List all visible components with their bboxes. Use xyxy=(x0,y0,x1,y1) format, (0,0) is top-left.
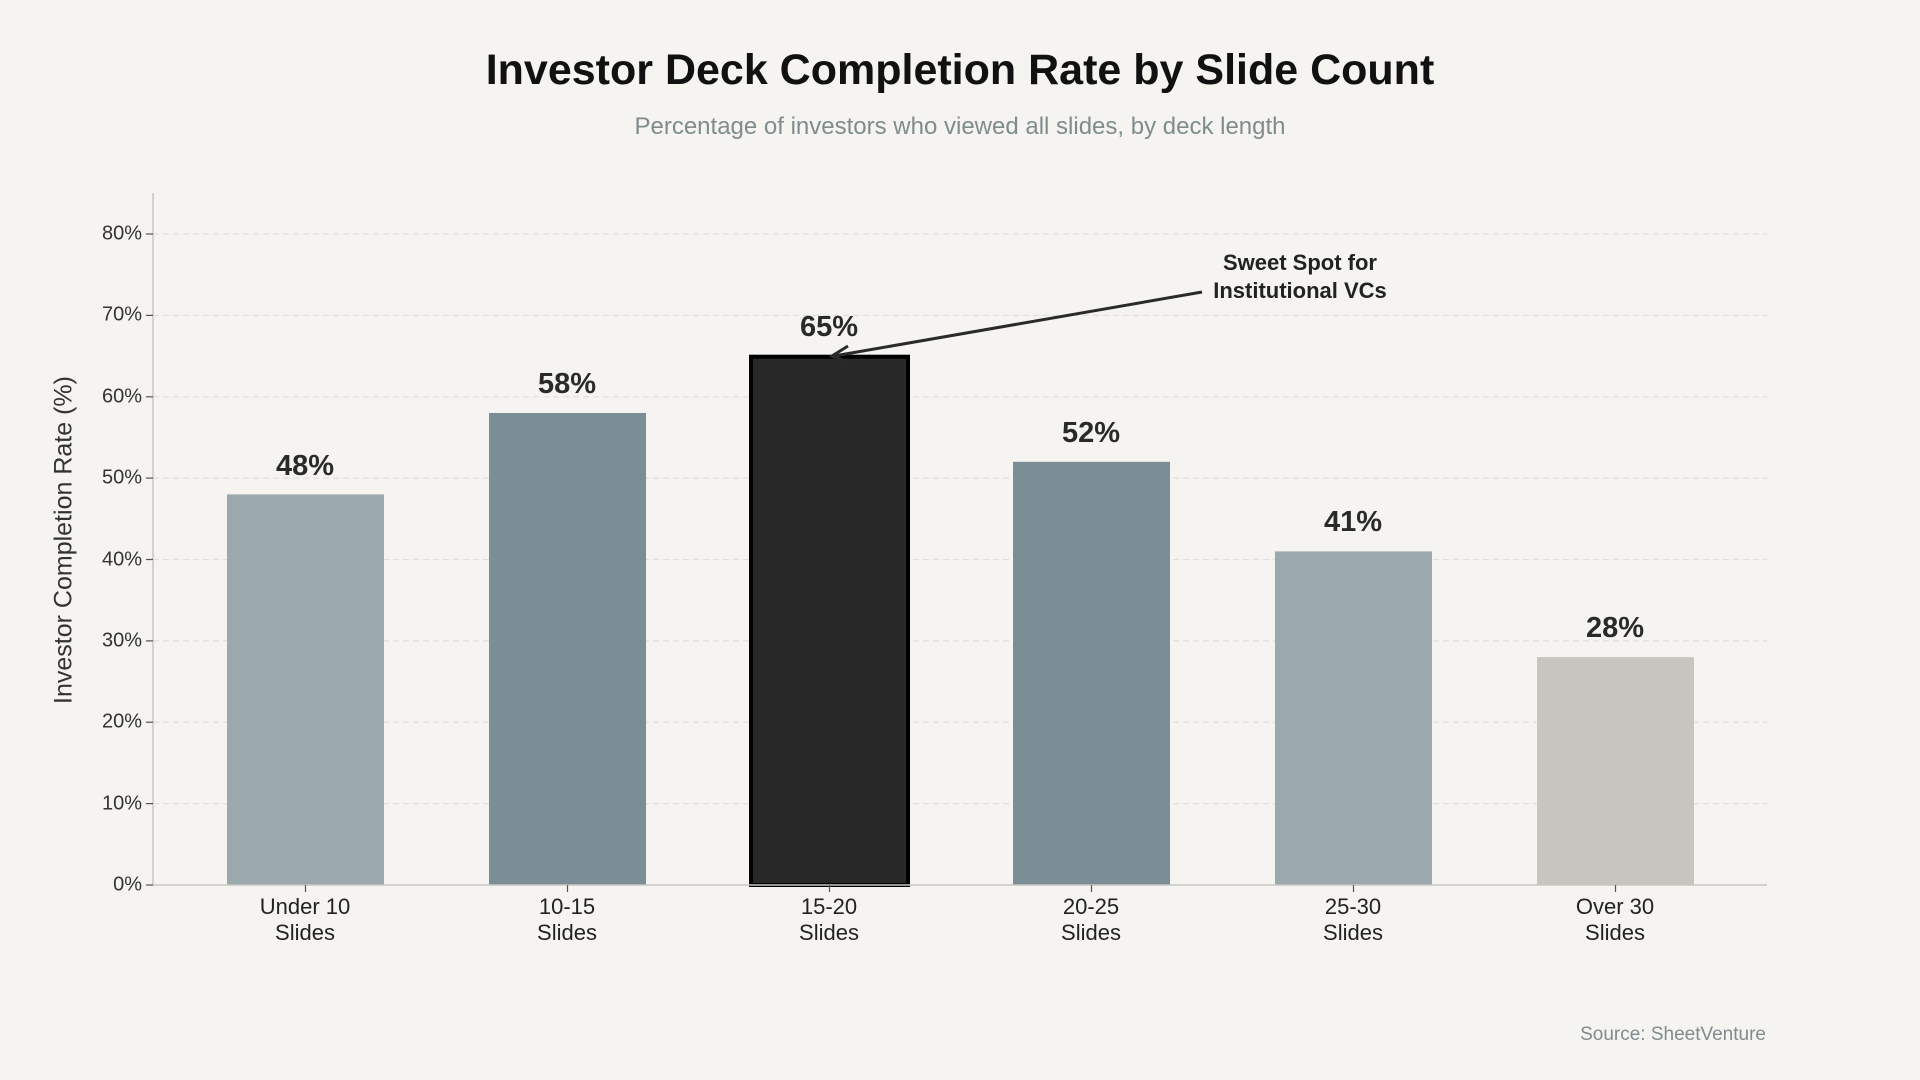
value-label-15-20: 65% xyxy=(799,311,859,343)
value-label-20-25: 52% xyxy=(1061,417,1121,449)
chart-subtitle: Percentage of investors who viewed all s… xyxy=(634,113,1286,140)
x-tick-line2: Slides xyxy=(1585,920,1645,945)
x-tick-line1: 15-20 xyxy=(800,894,858,919)
x-tick-line2: Slides xyxy=(537,920,597,945)
source-note: Source: SheetVenture xyxy=(1580,1024,1766,1045)
value-label-25-30: 41% xyxy=(1323,506,1383,538)
x-tick-25-30: 25-30 Slides xyxy=(1253,894,1453,946)
x-tick-line1: 10-15 xyxy=(538,894,596,919)
value-label-under-10: 48% xyxy=(275,450,335,482)
y-tick-20: 20% xyxy=(101,710,142,733)
bar-under-10 xyxy=(227,494,384,885)
y-tick-0: 0% xyxy=(113,873,142,896)
value-label-over-30: 28% xyxy=(1585,612,1645,644)
value-label-10-15: 58% xyxy=(537,368,597,400)
chart-title: Investor Deck Completion Rate by Slide C… xyxy=(485,46,1435,94)
x-tick-line1: 20-25 xyxy=(1062,894,1120,919)
x-tick-line2: Slides xyxy=(275,920,335,945)
bar-20-25 xyxy=(1013,461,1170,885)
annotation-arrow xyxy=(828,290,1203,363)
x-tick-line1: Over 30 xyxy=(1575,894,1655,919)
x-tick-line2: Slides xyxy=(1323,920,1383,945)
x-tick-15-20: 15-20 Slides xyxy=(729,894,929,946)
y-tick-60: 60% xyxy=(101,385,142,408)
x-tick-under-10: Under 10 Slides xyxy=(205,894,405,946)
gridlines xyxy=(153,233,1767,805)
bar-10-15 xyxy=(489,413,646,885)
y-tick-70: 70% xyxy=(101,303,142,326)
y-axis-label: Investor Completion Rate (%) xyxy=(49,376,78,704)
y-tick-30: 30% xyxy=(101,629,142,652)
y-tick-40: 40% xyxy=(101,548,142,570)
y-tick-80: 80% xyxy=(101,222,142,245)
x-tick-10-15: 10-15 Slides xyxy=(467,894,667,946)
y-tick-50: 50% xyxy=(101,466,142,489)
x-tick-over-30: Over 30 Slides xyxy=(1515,894,1715,946)
x-tick-line2: Slides xyxy=(1061,920,1121,945)
x-tick-line1: Under 10 xyxy=(259,894,351,919)
x-tick-20-25: 20-25 Slides xyxy=(991,894,1191,946)
annotation-line2: Institutional VCs xyxy=(1213,278,1387,303)
x-tick-line1: 25-30 xyxy=(1324,894,1382,919)
bar-15-20 xyxy=(749,354,910,887)
bar-25-30 xyxy=(1275,551,1432,885)
annotation-line1: Sweet Spot for xyxy=(1222,250,1377,275)
y-tick-10: 10% xyxy=(101,792,142,815)
annotation-sweet-spot: Sweet Spot for Institutional VCs xyxy=(1160,249,1440,305)
bar-over-30 xyxy=(1537,657,1694,885)
x-tick-line2: Slides xyxy=(799,920,859,945)
